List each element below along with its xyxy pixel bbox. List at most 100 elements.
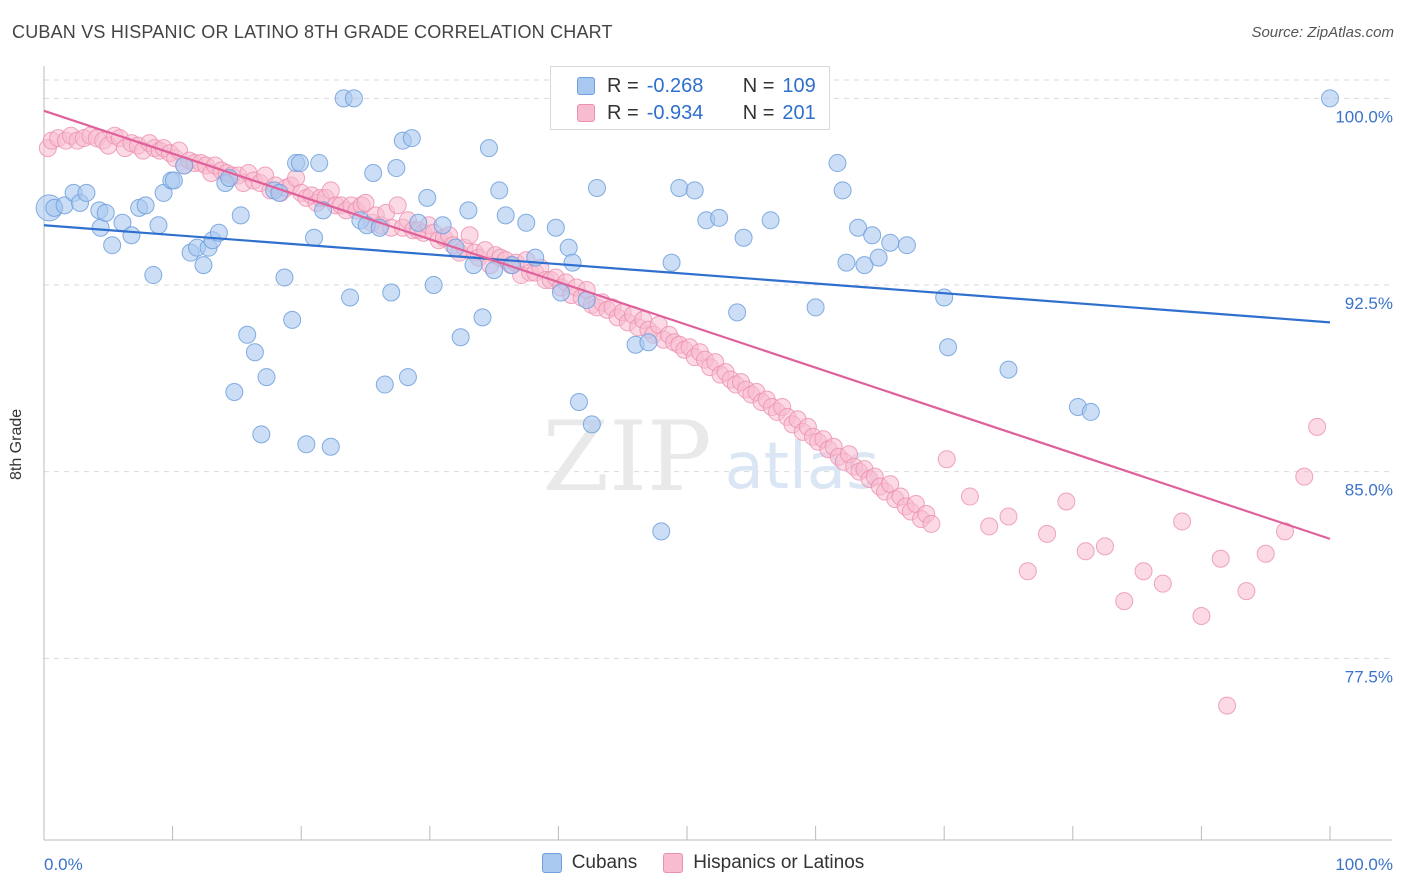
cuban-point <box>398 368 417 387</box>
cubans-swatch <box>577 77 595 95</box>
cuban-point <box>582 415 601 434</box>
cuban-point <box>863 226 882 245</box>
cuban-point <box>164 171 183 190</box>
cuban-point <box>451 328 470 347</box>
cuban-point <box>231 206 250 225</box>
cuban-point <box>433 216 452 235</box>
cuban-point <box>194 256 213 275</box>
cuban-point <box>305 228 324 247</box>
cuban-point <box>662 253 681 272</box>
hispanic-point <box>1308 417 1327 436</box>
cuban-point <box>364 164 383 183</box>
cuban-point <box>837 253 856 272</box>
n-value: 109 <box>782 74 816 97</box>
legend-row-hispanics: R = -0.934 N = 201 <box>577 100 816 126</box>
series-legend: Cubans Hispanics or Latinos <box>0 852 1406 874</box>
legend-item-cubans[interactable]: Cubans <box>541 852 637 874</box>
cuban-point <box>77 183 96 202</box>
cuban-point <box>670 178 689 197</box>
cubans-trend-line <box>43 224 1331 324</box>
hispanic-point <box>1095 537 1114 556</box>
hispanic-point <box>1057 492 1076 511</box>
n-label: N = <box>742 74 775 97</box>
cuban-point <box>587 178 606 197</box>
cuban-point <box>96 203 115 222</box>
cuban-point <box>1321 89 1339 108</box>
cuban-point <box>344 89 363 108</box>
hispanics-swatch <box>577 104 595 122</box>
cuban-point <box>382 283 401 302</box>
cuban-point <box>496 206 515 225</box>
x-tick-label: 0.0% <box>44 855 83 874</box>
y-tick-label: 92.5% <box>1345 294 1393 313</box>
cuban-point <box>551 283 570 302</box>
r-value: -0.934 <box>646 101 704 124</box>
tick-labels: 77.5% 85.0% 92.5% 100.0% 0.0% 100.0% <box>44 107 1393 874</box>
cuban-point <box>897 236 916 255</box>
hispanic-point <box>999 507 1018 526</box>
hispanic-point <box>1295 467 1314 486</box>
n-value: 201 <box>782 101 816 124</box>
source-label: Source: ZipAtlas.com <box>1251 24 1394 41</box>
hispanic-point <box>980 517 999 536</box>
y-tick-label: 77.5% <box>1345 667 1393 686</box>
hispanic-point <box>1173 512 1192 531</box>
cuban-point <box>257 368 276 387</box>
hispanic-point <box>960 487 979 506</box>
cuban-point <box>999 360 1018 379</box>
cuban-point <box>209 223 228 242</box>
cuban-point <box>490 181 509 200</box>
cuban-point <box>563 253 582 272</box>
legend-label-hispanics: Hispanics or Latinos <box>693 852 865 873</box>
chart-title: CUBAN VS HISPANIC OR LATINO 8TH GRADE CO… <box>12 22 613 42</box>
cuban-point <box>546 218 565 237</box>
cuban-point <box>375 375 394 394</box>
hispanic-point <box>1256 544 1275 563</box>
cuban-point <box>459 201 478 220</box>
hispanic-point <box>1134 562 1153 581</box>
series-cubans-points <box>35 89 1339 541</box>
hispanic-point <box>1192 607 1211 626</box>
cuban-point <box>297 435 316 454</box>
cuban-point <box>402 129 421 148</box>
watermark-zip: ZIP <box>542 401 711 513</box>
cuban-point <box>283 310 302 329</box>
cuban-point <box>122 226 141 245</box>
trend-lines <box>43 109 1331 540</box>
cuban-point <box>91 218 110 237</box>
cuban-point <box>881 233 900 252</box>
x-tick-label: 100.0% <box>1335 855 1393 874</box>
cuban-point <box>935 288 954 307</box>
legend-item-hispanics[interactable]: Hispanics or Latinos <box>663 852 864 874</box>
cuban-point <box>321 437 340 456</box>
hispanic-point <box>1237 582 1256 601</box>
cuban-point <box>685 181 704 200</box>
cuban-point <box>855 256 874 275</box>
cuban-point <box>424 276 443 295</box>
hispanic-point <box>356 193 375 212</box>
n-label: N = <box>742 101 775 124</box>
hispanic-point <box>1218 696 1237 715</box>
axes <box>43 66 1392 841</box>
cuban-point <box>136 196 155 215</box>
cuban-point <box>833 181 852 200</box>
cuban-point <box>734 228 753 247</box>
hispanic-point <box>937 450 956 469</box>
y-tick-label: 85.0% <box>1345 481 1393 500</box>
hispanic-point <box>460 226 479 245</box>
hispanic-point <box>1153 574 1172 593</box>
correlation-legend: R = -0.268 N = 109 R = -0.934 N = 201 <box>550 66 830 130</box>
hispanic-point <box>1115 592 1134 611</box>
hispanic-point <box>1211 549 1230 568</box>
cuban-point <box>517 213 536 232</box>
hispanics-swatch <box>663 853 684 873</box>
cuban-point <box>252 425 271 444</box>
cuban-point <box>387 159 406 178</box>
cuban-point <box>639 333 658 352</box>
cuban-point <box>806 298 825 317</box>
cuban-point <box>310 154 329 173</box>
cuban-point <box>238 325 257 344</box>
cuban-point <box>103 236 122 255</box>
cuban-point <box>275 268 294 287</box>
